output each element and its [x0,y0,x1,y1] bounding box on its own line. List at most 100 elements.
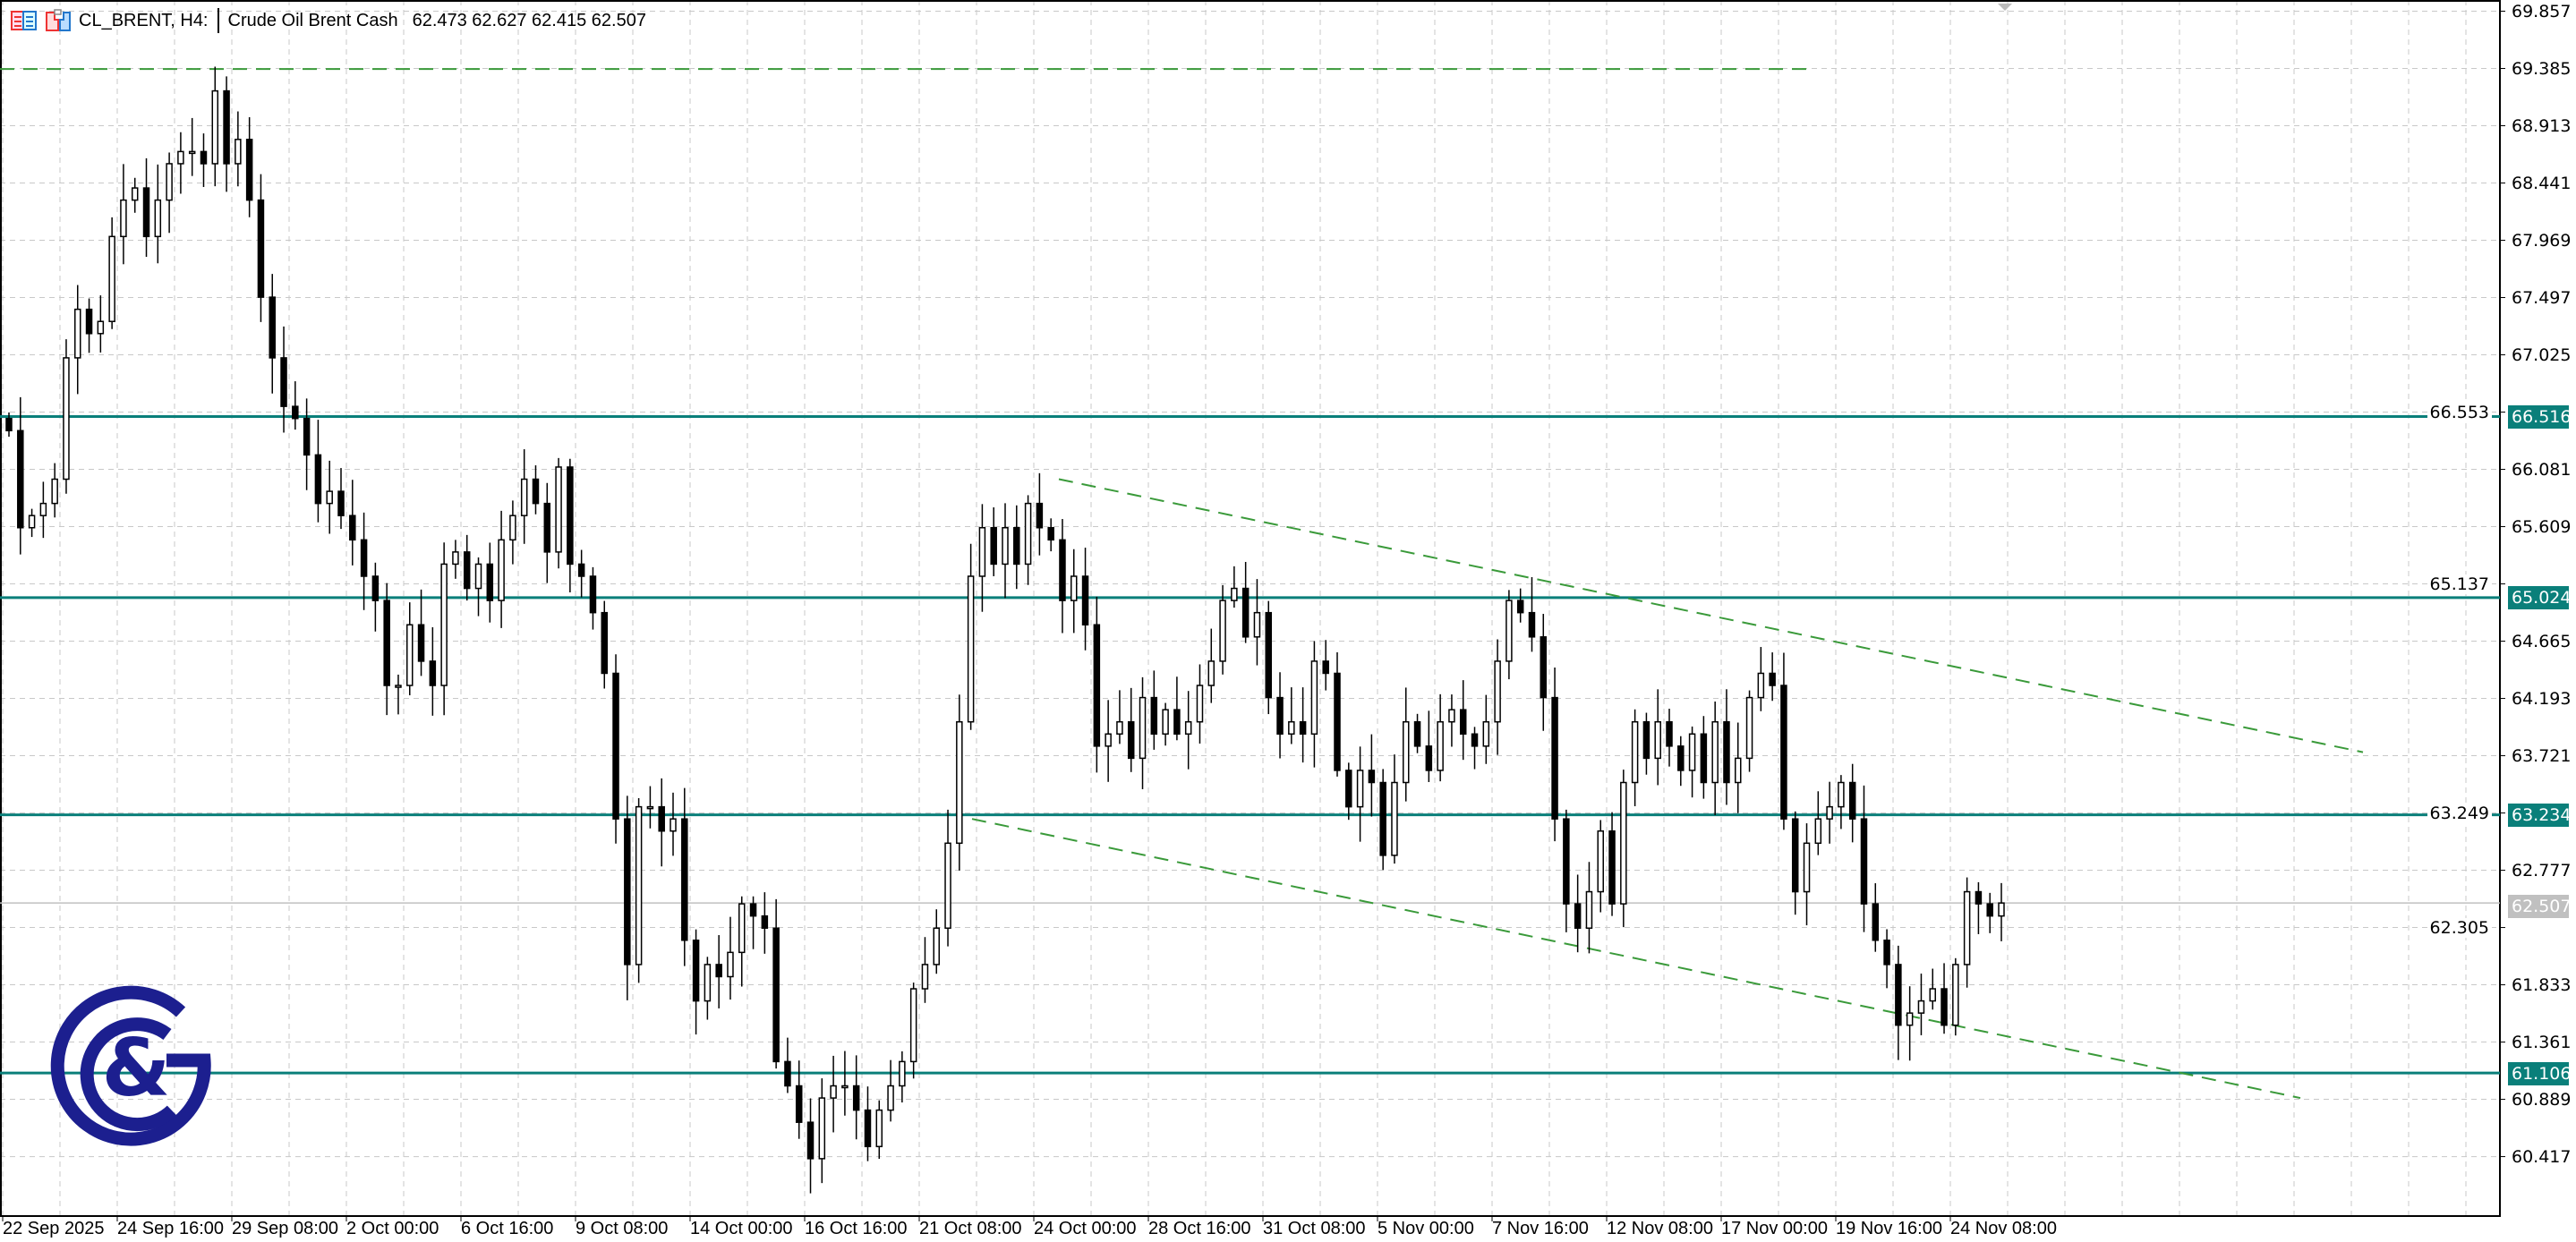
ohlc-values: 62.473 62.627 62.415 62.507 [412,10,646,30]
chart-header: CL_BRENT, H4: Crude Oil Brent Cash 62.47… [11,7,646,34]
candle-bear [1368,770,1376,784]
candle-bull [235,139,242,165]
candle-bear [567,466,574,566]
candle-bull [1745,696,1753,760]
candle-bull [555,466,562,553]
candle-bull [326,490,333,505]
candle-bear [749,903,757,917]
x-tick-label: 29 Sep 08:00 [232,1219,338,1238]
candle-bear [85,308,93,335]
candle-bear [1413,720,1421,747]
candle-bear [314,454,322,505]
y-tick-label: 63.249 [2427,803,2492,823]
candle-bear [1516,600,1524,614]
candle-bear [1036,502,1044,529]
candle-bull [154,199,162,238]
candle-bear [1047,526,1054,541]
y-tick-label: 68.913 [2512,115,2572,136]
candle-bull [1688,733,1696,771]
candle-bear [1677,745,1685,771]
candle-bear [806,1121,815,1160]
candle-bull [944,842,951,929]
candle-bull [933,927,940,966]
candle-bear [715,964,722,978]
candle-bear [1860,818,1868,905]
candle-bull [1620,781,1627,905]
y-tick-label: 62.777 [2512,860,2572,880]
candle-bull [1826,805,1833,820]
candle-bear [1848,781,1856,820]
gc-logo: & [50,985,211,1146]
candle-bear [784,1060,791,1087]
candle-bull [1929,988,1936,1002]
candle-bull [474,563,482,590]
candle-bear [280,357,287,407]
last-price-tag: 62.507 [2508,895,2571,918]
channel-lower-line [971,818,2301,1100]
candle-bull [1998,902,2005,917]
candle-bull [211,89,219,165]
candle-bull [63,357,70,481]
y-tick-label: 65.137 [2427,574,2492,594]
candle-bull [1597,829,1604,893]
candle-bull [1219,600,1226,662]
plot-frame [0,0,2501,1217]
candle-bull [108,235,115,322]
chart-shift-icon[interactable] [45,9,72,32]
candle-bull [738,903,746,954]
y-tick-label: 60.417 [2512,1146,2572,1167]
candle-bull [1757,672,1765,699]
candle-bull [1356,770,1364,808]
x-tick-label: 24 Oct 00:00 [1034,1219,1137,1238]
candle-bull [1803,842,1811,893]
candle-bull [1253,611,1261,638]
candle-bear [1872,903,1880,941]
candle-bull [395,685,402,688]
y-tick-label: 67.969 [2512,230,2572,251]
candle-bear [1986,903,1993,917]
candle-bull [1403,720,1410,784]
candle-bull [177,150,184,165]
candle-bear [17,430,24,529]
candle-bear [1540,636,1548,699]
y-tick-label: 63.721 [2512,745,2572,766]
candle-bull [1391,781,1398,856]
candle-bull [1838,781,1845,808]
candle-bear [200,150,208,165]
x-tick-label: 21 Oct 08:00 [919,1219,1022,1238]
candle-bear [1780,685,1787,820]
candle-bull [1207,660,1215,686]
candle-bull [452,551,459,566]
level-tag-66516: 66.516 [2508,405,2571,429]
candle-bear [1574,903,1582,929]
candle-bear [681,818,688,941]
symbol-label: CL_BRENT, H4: [79,10,209,30]
one-click-trading-icon[interactable] [11,10,38,31]
y-tick-label: 66.081 [2512,459,2572,480]
candle-bull [1448,709,1455,723]
candle-bull [1196,685,1204,723]
candle-bear [852,1085,860,1111]
level-tag-65024: 65.024 [2508,586,2571,609]
candle-bear [1334,672,1341,771]
candle-bull [704,964,712,1002]
candle-bull [967,575,975,723]
candle-bear [1265,611,1272,699]
candle-bull [1735,757,1742,784]
candle-bear [1425,745,1433,771]
candle-bear [1563,818,1570,905]
y-tick-label: 67.025 [2512,345,2572,365]
candle-bear [1013,526,1020,566]
x-tick-label: 9 Oct 08:00 [576,1219,669,1238]
candle-bear [543,502,551,553]
candle-bull [1162,709,1169,736]
candle-bear [761,914,769,929]
candle-bear [1241,587,1250,638]
candle-bull [646,805,654,810]
candle-bear [349,515,356,541]
candle-bear [292,405,299,420]
y-tick-label: 65.609 [2512,516,2572,537]
candle-bear [463,551,471,590]
